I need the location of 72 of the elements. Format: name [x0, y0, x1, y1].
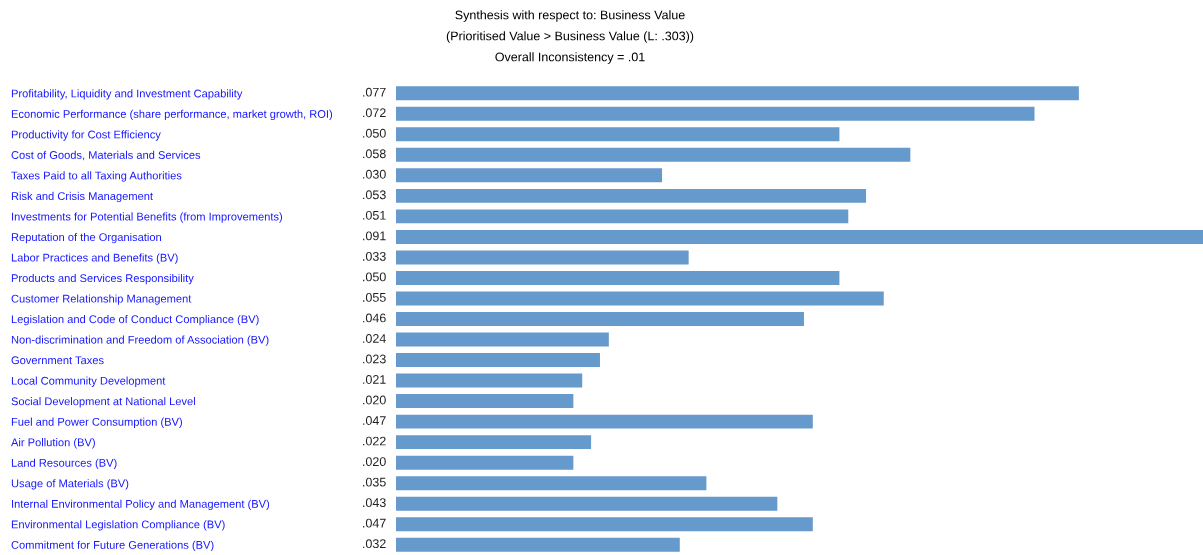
y-tick-label: Profitability, Liquidity and Investment Capability [11, 89, 243, 100]
bar [396, 127, 840, 142]
bar [396, 106, 1035, 121]
y-tick-label: Fuel and Power Consumption (BV) [11, 417, 182, 428]
bar [396, 435, 592, 450]
bar [396, 517, 813, 532]
text: Overall Inconsistency = .01 [495, 52, 645, 64]
y-tick-label: Internal Environmental Policy and Management (BV) [12, 499, 270, 511]
data-label: .050 [363, 272, 386, 282]
y-tick-label: Reputation of the Organisation [11, 232, 161, 244]
bar [396, 414, 813, 429]
y-tick-label: Taxes Paid to all Taxing Authorities [11, 171, 182, 182]
data-label: .020 [363, 457, 386, 467]
data-label: .053 [363, 190, 386, 200]
data-label: .032 [363, 539, 386, 549]
bar [396, 229, 1203, 244]
data-label: .043 [363, 498, 386, 508]
bar [396, 312, 804, 326]
data-label: .051 [363, 210, 386, 220]
bar [396, 209, 849, 224]
data-label: .046 [363, 313, 386, 323]
data-label: .077 [363, 87, 386, 97]
bar [396, 537, 680, 552]
data-label: .035 [363, 477, 386, 487]
data-label: .022 [363, 436, 386, 446]
bar [396, 476, 707, 491]
data-label: .047 [363, 416, 386, 425]
y-tick-label: Labor Practices and Benefits (BV) [11, 253, 178, 264]
bar [396, 394, 574, 409]
y-tick-label: Environmental Legislation Compliance (BV) [11, 520, 225, 531]
chart-title: Synthesis with respect to: Business Value [455, 10, 685, 22]
bar [396, 496, 778, 511]
y-tick-label: Commitment for Future Generations (BV) [11, 540, 214, 552]
y-tick-label: Cost of Goods, Materials and Services [11, 150, 201, 161]
data-label: .021 [363, 375, 386, 384]
data-label: .030 [363, 169, 386, 179]
bar [396, 455, 574, 470]
data-label: .023 [363, 354, 386, 364]
bar [396, 250, 689, 265]
y-tick-label: Economic Performance (share performance, market growth, ROI) [11, 109, 333, 121]
chart-subtitle: (Prioritised Value > Business Value (L: .303)) [446, 31, 694, 43]
data-label: .047 [363, 518, 386, 528]
y-tick-label: Usage of Materials (BV) [11, 479, 129, 490]
bar [396, 188, 867, 203]
bar [396, 353, 600, 368]
bar [396, 332, 609, 347]
data-label: .058 [363, 149, 386, 159]
y-tick-label: Government Taxes [11, 356, 104, 365]
y-tick-label: Air Pollution (BV) [11, 438, 95, 449]
y-tick-label: Customer Relationship Management [11, 294, 192, 305]
y-tick-label: Local Community Development [11, 376, 166, 387]
bar [396, 168, 663, 183]
data-label: .020 [363, 395, 386, 405]
data-label: .055 [363, 292, 386, 302]
bar [396, 147, 911, 162]
y-tick-label: Non-discrimination and Freedom of Association (BV) [11, 335, 269, 346]
data-label: .072 [363, 108, 386, 118]
y-tick-label: Products and Services Responsibility [11, 273, 194, 285]
bar [396, 86, 1079, 101]
data-label: .050 [363, 128, 386, 138]
bar [396, 270, 840, 285]
data-label: .091 [363, 231, 386, 241]
y-tick-label: Productivity for Cost Efficiency [11, 130, 161, 141]
y-tick-label: Social Development at National Level [11, 397, 195, 408]
y-tick-label: Risk and Crisis Management [11, 191, 153, 203]
data-label: .033 [363, 251, 386, 261]
y-tick-label: Investments for Potential Benefits (from Improvements) [12, 212, 283, 223]
y-tick-label: Land Resources (BV) [11, 458, 117, 469]
bar [396, 291, 884, 306]
bar [396, 373, 583, 388]
data-label: .024 [363, 334, 386, 343]
y-tick-label: Legislation and Code of Conduct Compliance (BV) [11, 314, 259, 326]
